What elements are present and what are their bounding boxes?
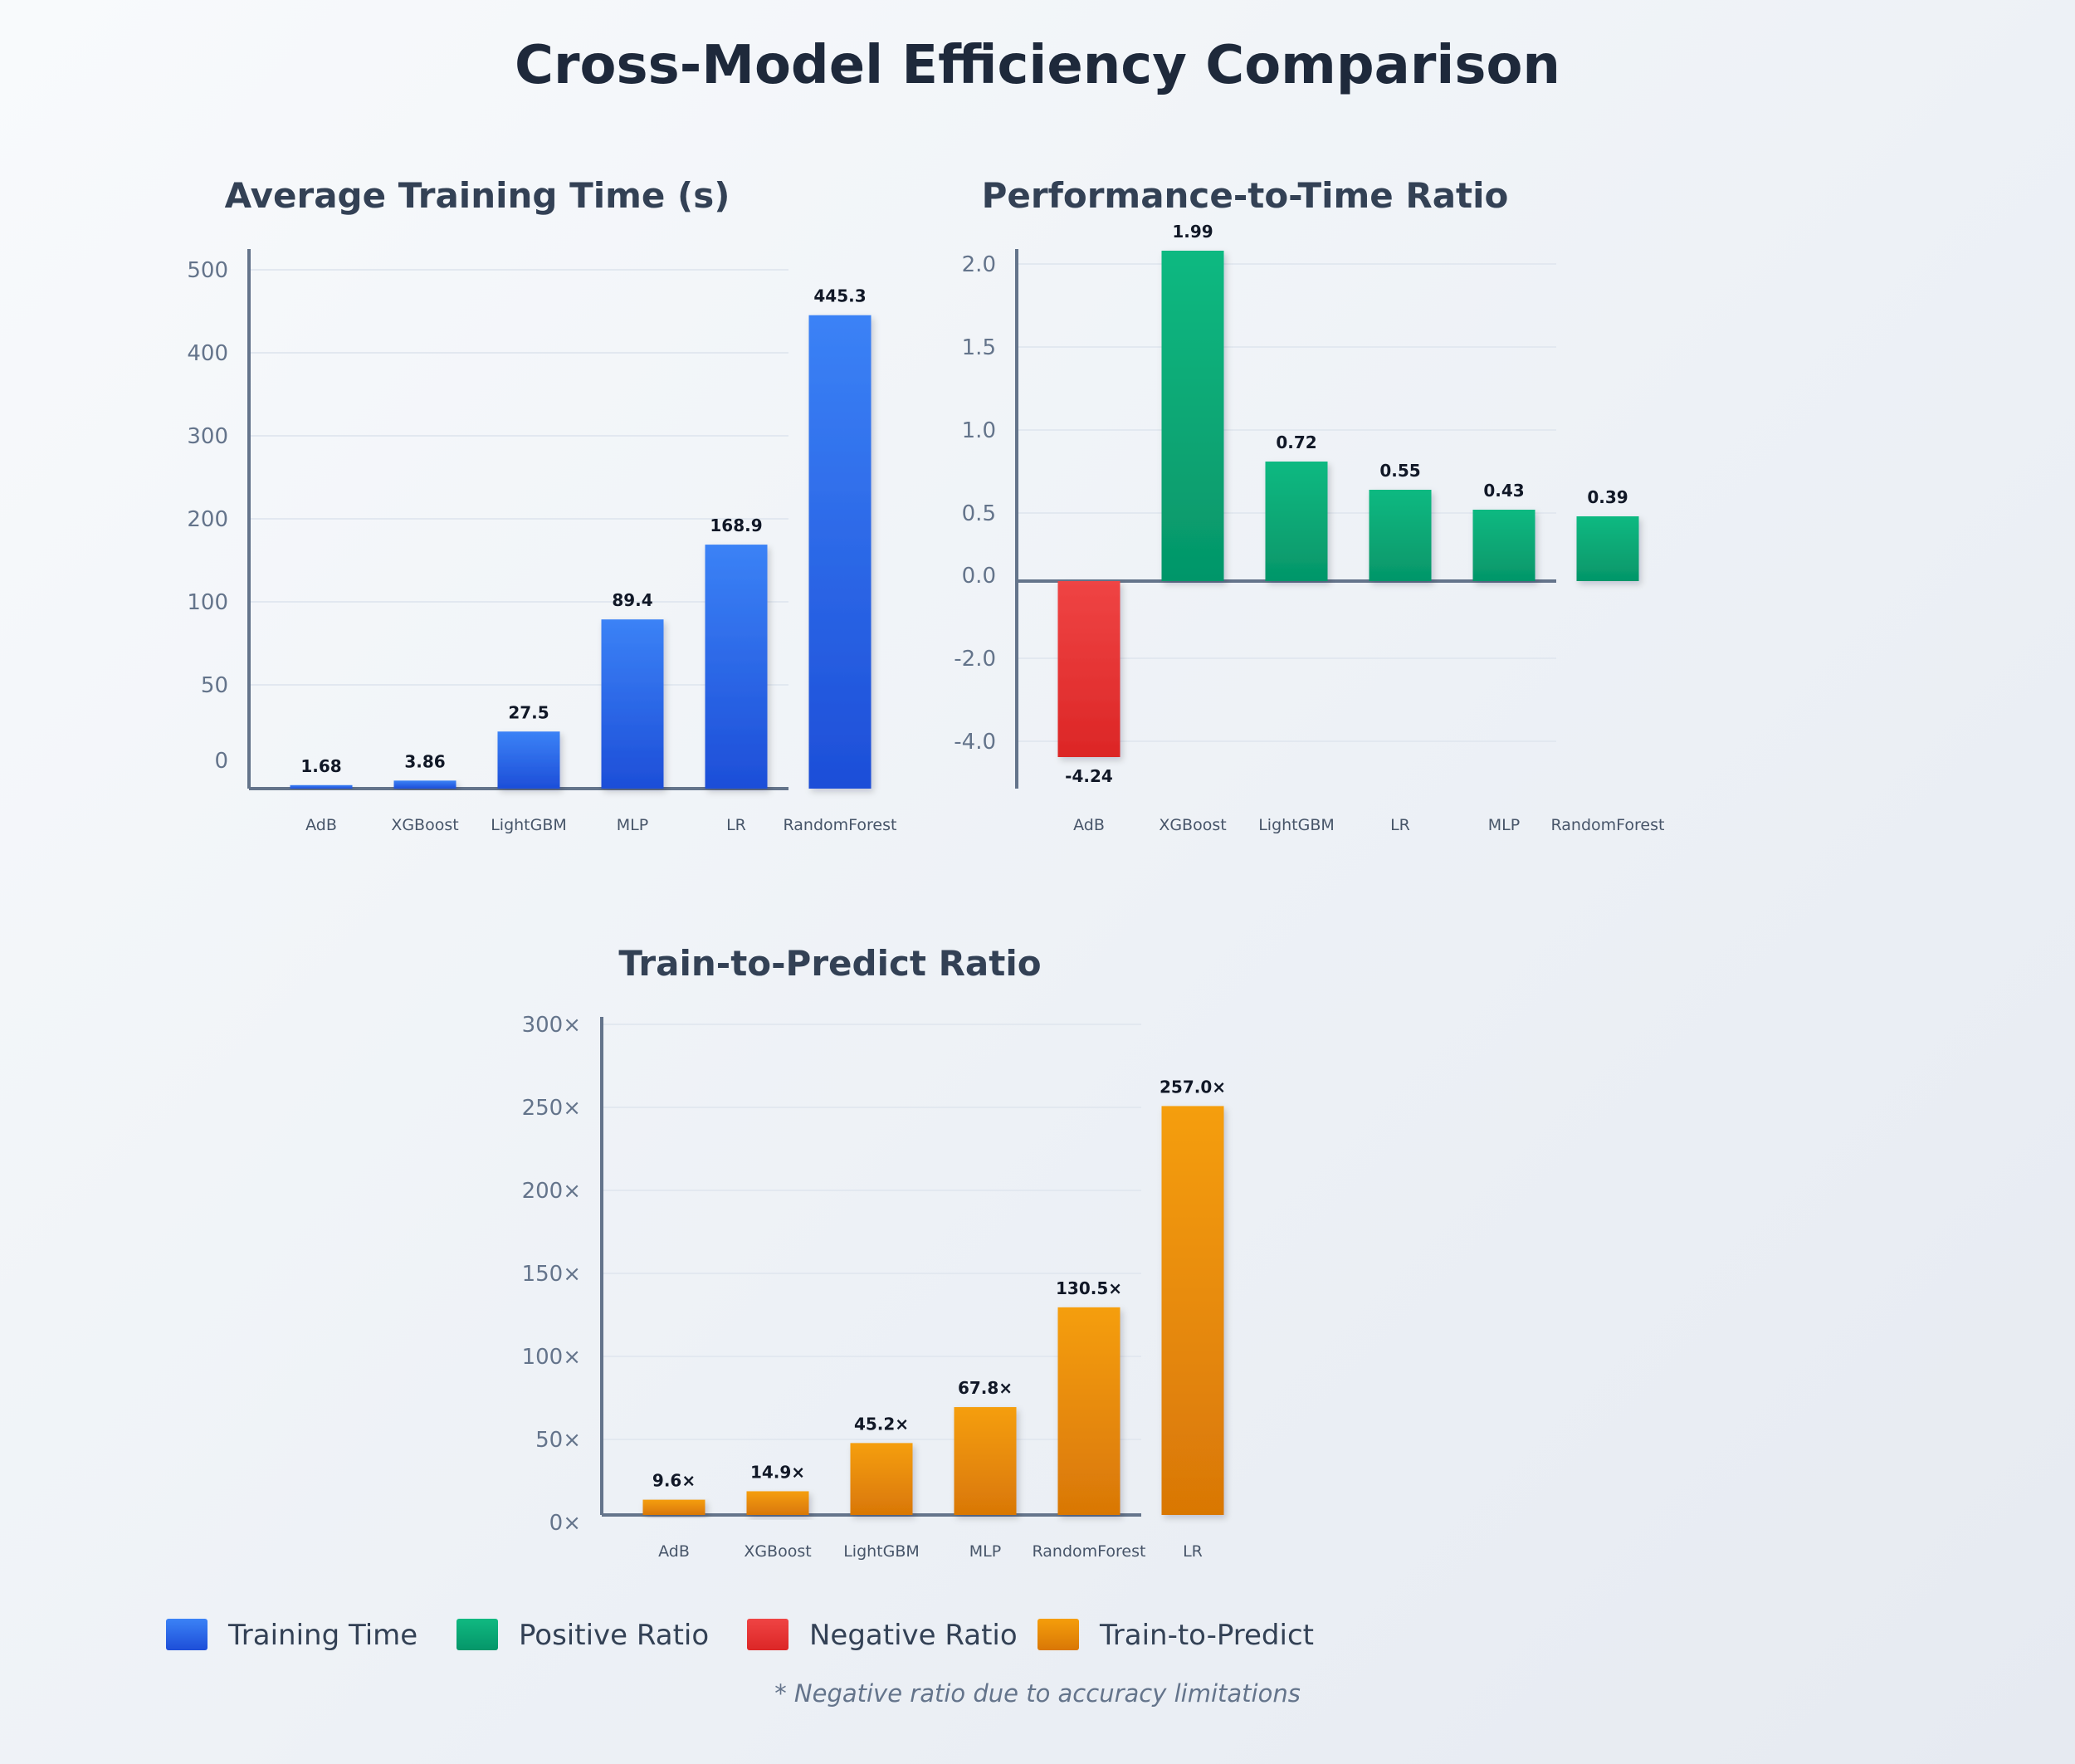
legend-label: Training Time [227,1619,417,1652]
category-label-lightgbm: LightGBM [843,1542,920,1561]
legend-label: Negative Ratio [809,1619,1018,1652]
category-label-randomforest: RandomForest [1033,1542,1146,1561]
legend-item-positive-ratio: Positive Ratio [456,1619,709,1652]
category-label-randomforest: RandomForest [1551,816,1665,834]
page-title: Cross-Model Efficiency Comparison [515,35,1560,96]
y-tick-label: 200 [187,507,228,532]
chart-train-to-predict-ratio: Train-to-Predict Ratio 0× 50× 100× 150× 200×… [522,943,1226,1561]
legend-swatch [456,1619,498,1650]
bar-adb [290,784,353,789]
chart-title: Average Training Time (s) [225,175,730,216]
category-label-xgboost: XGBoost [391,816,458,834]
legend-swatch [1038,1619,1079,1650]
value-label-lightgbm: 27.5 [508,702,549,722]
y-tick-label: 150× [522,1262,581,1287]
bar-adb [642,1499,706,1515]
category-label-lr: LR [726,816,746,834]
category-label-mlp: MLP [969,1542,1001,1561]
category-label-randomforest: RandomForest [784,816,897,834]
value-label-lr: 0.55 [1379,461,1420,481]
value-label-lightgbm: 45.2× [854,1414,909,1434]
legend-item-train-to-predict: Train-to-Predict [1038,1619,1314,1652]
chart-title: Performance-to-Time Ratio [982,175,1509,216]
legend-swatch [747,1619,788,1650]
chart-performance-to-time-ratio: Performance-to-Time Ratio -4.0 -2.0 0.0 0.5… [954,175,1664,834]
legend-swatch [166,1619,208,1650]
bar-lightgbm [850,1443,913,1515]
bar-lightgbm [1265,462,1328,581]
bar-lr [1369,490,1432,581]
bar-lr [1161,1106,1224,1515]
bar-randomforest [808,315,872,789]
bar-xgboost [393,780,456,789]
category-label-adb: AdB [305,816,337,834]
bar-lr [705,545,768,789]
chart-title: Train-to-Predict Ratio [618,943,1041,984]
bar-randomforest [1576,516,1639,581]
value-label-lr: 257.0× [1160,1077,1226,1097]
bar-mlp [954,1407,1017,1515]
value-label-randomforest: 0.39 [1587,487,1628,507]
y-tick-label: 500 [187,258,228,283]
bar-lightgbm [497,731,560,789]
y-tick-label: 1.0 [962,418,996,443]
y-tick-label: 0 [214,749,228,774]
chart-average-training-time: Average Training Time (s) 0 50 100 200 300 40… [187,175,896,834]
footnote: * Negative ratio due to accuracy limitat… [774,1679,1301,1708]
bar-randomforest [1057,1307,1120,1515]
category-label-lr: LR [1390,816,1410,834]
y-tick-label: 200× [522,1179,581,1204]
bar-xgboost [1161,251,1224,581]
y-tick-label: -4.0 [954,730,996,755]
y-tick-label: 100× [522,1345,581,1370]
value-label-lr: 168.9 [710,516,762,535]
category-label-lightgbm: LightGBM [491,816,567,834]
legend-item-negative-ratio: Negative Ratio [747,1619,1018,1652]
category-label-mlp: MLP [617,816,648,834]
y-tick-label: 0.0 [962,564,996,589]
category-label-lightgbm: LightGBM [1258,816,1335,834]
y-tick-label: 300 [187,424,228,449]
y-tick-label: 100 [187,590,228,615]
y-tick-label: 250× [522,1096,581,1121]
value-label-randomforest: 130.5× [1056,1278,1122,1298]
value-label-mlp: 89.4 [612,590,652,610]
bar-mlp [1472,510,1536,581]
value-label-adb: -4.24 [1065,766,1113,786]
y-tick-label: 300× [522,1013,581,1038]
value-label-mlp: 0.43 [1483,481,1524,501]
y-tick-label: 50 [201,673,228,698]
y-tick-label: 400 [187,341,228,366]
y-tick-label: 50× [535,1428,581,1453]
legend-label: Train-to-Predict [1099,1619,1314,1652]
bar-xgboost [746,1491,809,1515]
bar-adb [1057,581,1120,757]
category-label-adb: AdB [658,1542,690,1561]
y-tick-label: -2.0 [954,647,996,672]
value-label-adb: 1.68 [300,756,341,776]
value-label-lightgbm: 0.72 [1276,432,1316,452]
value-label-xgboost: 14.9× [750,1462,805,1482]
value-label-xgboost: 3.86 [404,751,445,771]
legend-item-training-time: Training Time [166,1619,417,1652]
value-label-xgboost: 1.99 [1172,222,1213,242]
y-tick-label: 0.5 [962,501,996,526]
bar-mlp [601,619,664,789]
category-label-mlp: MLP [1488,816,1520,834]
legend-label: Positive Ratio [519,1619,709,1652]
value-label-adb: 9.6× [652,1471,696,1491]
value-label-randomforest: 445.3 [813,286,866,306]
legend: Training Time Positive Ratio Negative Ra… [166,1619,1314,1652]
category-label-xgboost: XGBoost [1159,816,1226,834]
category-label-lr: LR [1183,1542,1203,1561]
value-label-mlp: 67.8× [958,1378,1013,1398]
y-tick-label: 2.0 [962,252,996,277]
y-tick-label: 1.5 [962,335,996,360]
category-label-xgboost: XGBoost [744,1542,811,1561]
y-tick-label: 0× [549,1511,581,1536]
category-label-adb: AdB [1073,816,1105,834]
